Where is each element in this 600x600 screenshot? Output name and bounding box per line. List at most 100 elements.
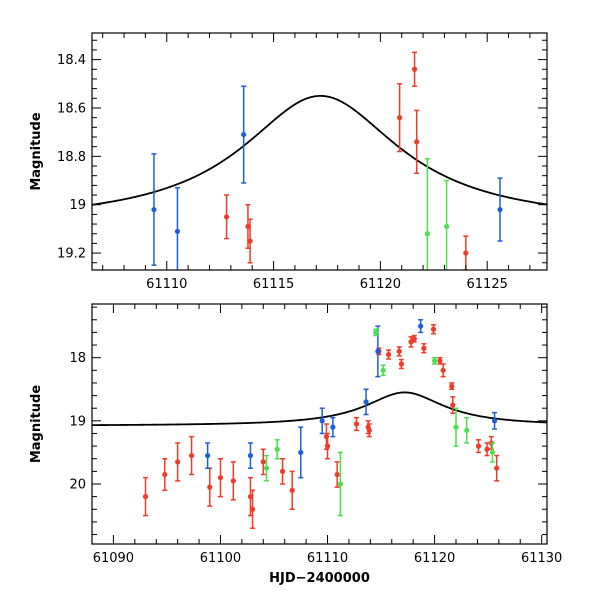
marker: [385, 351, 392, 358]
data-point-red: [366, 423, 372, 438]
marker: [353, 421, 360, 427]
marker: [319, 418, 325, 424]
data-point-blue: [151, 153, 157, 266]
data-point-red: [324, 432, 331, 460]
bottom-plot-frame: [91, 303, 548, 545]
data-point-green: [274, 439, 280, 460]
marker: [274, 446, 280, 452]
data-point-red: [414, 109, 420, 175]
x-tick-label: 61100: [200, 551, 241, 566]
data-point-red: [396, 346, 402, 357]
marker: [373, 329, 379, 336]
marker: [444, 223, 450, 230]
data-point-red: [247, 218, 253, 264]
x-axis-label: HJD−2400000: [269, 571, 370, 586]
model-curve: [92, 94, 547, 206]
x-tick-label: 61110: [146, 277, 187, 292]
data-point-red: [188, 435, 195, 476]
data-point-blue: [319, 407, 325, 435]
data-point-blue: [363, 388, 369, 416]
marker: [424, 231, 430, 237]
marker: [408, 339, 414, 345]
marker: [489, 449, 495, 456]
data-point-red: [230, 461, 236, 501]
marker: [450, 402, 456, 408]
data-point-green: [424, 158, 430, 270]
marker: [330, 424, 336, 430]
data-point-red: [353, 416, 360, 432]
marker: [223, 214, 230, 220]
marker: [207, 484, 213, 490]
data-point-blue: [497, 177, 503, 242]
marker: [247, 238, 253, 244]
marker: [475, 443, 482, 449]
marker: [334, 471, 340, 478]
data-point-red: [249, 489, 256, 529]
data-point-red: [398, 358, 404, 370]
y-tick-label: 19: [69, 414, 86, 429]
marker: [217, 475, 224, 481]
marker: [245, 223, 251, 230]
data-point-green: [444, 179, 450, 270]
data-point-green: [337, 451, 343, 517]
data-point-green: [373, 328, 379, 337]
data-point-blue: [174, 187, 181, 270]
data-point-red: [162, 457, 168, 492]
x-tick-label: 61110: [307, 551, 348, 566]
top-panel: 61110 61115 61120 61125 18.4 18.6 18.8 19 19.2 M…: [29, 32, 548, 292]
marker: [249, 506, 256, 512]
marker: [397, 115, 403, 121]
marker: [175, 459, 181, 465]
data-point-red: [260, 448, 266, 476]
data-point-red: [494, 454, 500, 482]
marker: [247, 494, 254, 500]
top-plot-frame: [91, 32, 548, 271]
data-point-red: [334, 461, 340, 488]
marker: [324, 443, 331, 449]
marker: [247, 452, 254, 459]
marker: [464, 427, 470, 433]
marker: [437, 358, 443, 364]
data-point-red: [475, 439, 482, 454]
marker: [449, 383, 455, 389]
marker: [142, 494, 149, 500]
marker: [375, 348, 381, 354]
bottom-y-axis-label: Magnitude: [29, 385, 44, 464]
x-tick-label: 61130: [521, 551, 562, 566]
marker: [430, 326, 437, 332]
marker: [260, 459, 266, 465]
data-point-red: [411, 51, 418, 87]
data-point-blue: [247, 442, 254, 469]
marker: [414, 139, 420, 145]
marker: [418, 323, 424, 329]
x-tick-label: 61120: [414, 551, 455, 566]
marker: [411, 336, 417, 342]
marker: [463, 250, 469, 256]
data-point-red: [408, 336, 414, 348]
marker: [205, 452, 211, 459]
marker: [497, 206, 503, 213]
data-point-blue: [418, 319, 424, 334]
bottom-panel: 61090 61100 61110 61120 61130 18 19 20 Magnitud…: [29, 303, 562, 586]
marker: [241, 131, 247, 138]
y-tick-label: 19.2: [57, 247, 86, 262]
x-tick-label: 61125: [467, 277, 508, 292]
y-tick-label: 18.6: [57, 101, 86, 116]
data-point-red: [142, 476, 149, 517]
marker: [453, 424, 459, 430]
marker: [380, 367, 386, 373]
data-point-red: [279, 457, 286, 485]
y-tick-label: 18: [69, 351, 86, 366]
marker: [263, 465, 270, 471]
data-point-red: [175, 442, 181, 482]
data-point-red: [484, 442, 490, 457]
marker: [363, 399, 369, 405]
marker: [279, 468, 286, 474]
data-point-blue: [330, 416, 336, 438]
marker: [421, 345, 427, 351]
marker: [396, 348, 402, 354]
data-point-green: [464, 416, 470, 444]
data-point-green: [380, 364, 386, 377]
x-tick-label: 61120: [360, 277, 401, 292]
